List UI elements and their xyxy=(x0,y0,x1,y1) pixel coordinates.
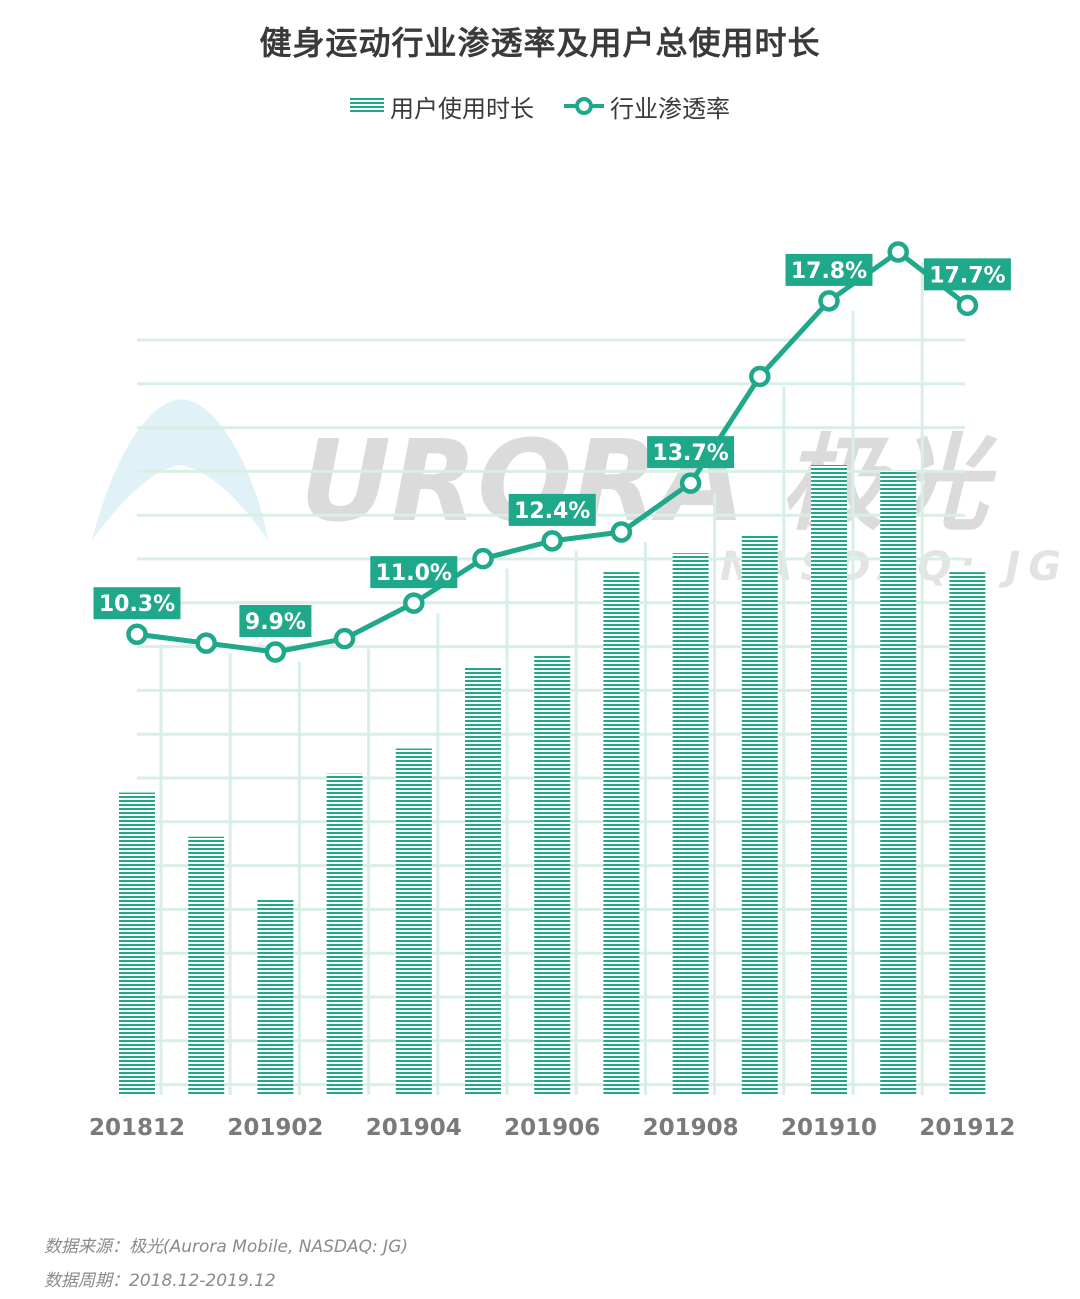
legend-line-swatch xyxy=(564,97,604,115)
legend-item-line: 行业渗透率 xyxy=(564,89,730,124)
line-point-201908 xyxy=(679,472,702,494)
data-label-box-201812 xyxy=(93,587,181,620)
data-label-201902: 9.9% xyxy=(245,610,306,635)
bar-201905 xyxy=(465,666,501,1095)
x-tick-label-201902: 201902 xyxy=(227,1115,323,1141)
data-label-201908: 13.7% xyxy=(652,441,728,466)
line-point-201912 xyxy=(956,294,979,317)
bar-201910 xyxy=(811,465,847,1095)
bar-201909 xyxy=(741,534,778,1095)
x-tick-label-201812: 201812 xyxy=(89,1115,185,1141)
data-label-201912: 17.7% xyxy=(929,263,1005,288)
line-point-201903 xyxy=(333,627,356,650)
bar-201902 xyxy=(257,899,294,1095)
x-axis: 201812 201902 201904 201906 201908 201910 2019… xyxy=(89,1115,1015,1141)
bar-201903 xyxy=(326,773,363,1095)
data-label-201812: 10.3% xyxy=(99,592,175,617)
x-tick-label-201904: 201904 xyxy=(366,1115,462,1141)
bar-201812 xyxy=(119,792,155,1095)
line-point-201911 xyxy=(887,241,909,263)
data-label-box-201910 xyxy=(785,253,873,286)
legend-item-bar: 用户使用时长 xyxy=(350,89,534,124)
footnote-source: 数据来源：极光(Aurora Mobile, NASDAQ: JG) xyxy=(44,1237,408,1257)
data-label-box-201912 xyxy=(923,258,1011,291)
line-point-201902 xyxy=(264,641,287,663)
data-label-201910: 17.8% xyxy=(791,259,867,284)
line-point-201909 xyxy=(749,365,771,388)
chart-legend: 用户使用时长 行业渗透率 xyxy=(0,88,1080,124)
line-point-201906 xyxy=(541,530,563,552)
data-label-box-201908 xyxy=(647,436,735,469)
x-tick-label-201912: 201912 xyxy=(919,1115,1015,1141)
data-label-layer: 10.3% 9.9% 11.0% 12.4% 13.7% 17.8% 17.7% xyxy=(93,253,1011,637)
line-point-201904 xyxy=(403,592,425,614)
x-tick-label-201908: 201908 xyxy=(643,1115,739,1141)
data-label-box-201902 xyxy=(239,605,312,637)
bar-layer xyxy=(119,465,986,1095)
data-label-box-201904 xyxy=(370,556,458,589)
bar-201911 xyxy=(880,471,917,1095)
line-point-201910 xyxy=(818,290,840,312)
legend-bar-swatch xyxy=(350,98,384,114)
legend-line-label: 行业渗透率 xyxy=(610,94,730,123)
bar-201904 xyxy=(395,748,432,1095)
bar-201901 xyxy=(188,836,225,1095)
bar-201907 xyxy=(603,572,640,1095)
data-label-box-201906 xyxy=(508,493,596,526)
line-layer xyxy=(126,241,979,663)
footnote-period: 数据周期：2018.12-2019.12 xyxy=(44,1271,276,1291)
watermark-logo xyxy=(92,399,268,540)
x-tick-label-201910: 201910 xyxy=(781,1115,877,1141)
bar-201908 xyxy=(672,553,709,1095)
data-label-201906: 12.4% xyxy=(514,499,590,524)
chart-title: 健身运动行业渗透率及用户总使用时长 xyxy=(259,24,821,62)
bar-201906 xyxy=(534,654,571,1095)
legend-bar-label: 用户使用时长 xyxy=(390,94,534,123)
x-tick-label-201906: 201906 xyxy=(504,1115,600,1141)
line-point-201812 xyxy=(126,623,148,645)
line-point-201907 xyxy=(610,521,633,543)
data-label-201904: 11.0% xyxy=(376,561,452,586)
line-point-201901 xyxy=(195,632,217,654)
line-point-201905 xyxy=(472,547,494,570)
chart-plot: URORA 极光 NASDAQ: JG 10.3%9.9%11.0%12.4%1… xyxy=(89,241,1061,1141)
bar-201912 xyxy=(949,572,986,1095)
